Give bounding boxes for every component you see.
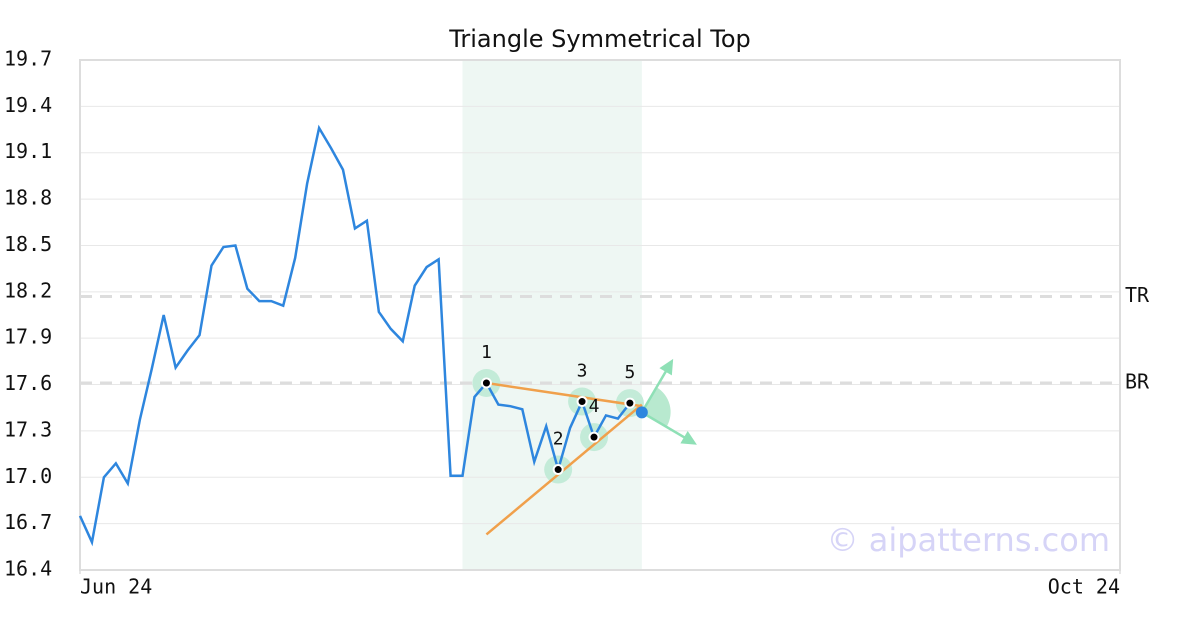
y-tick-label: 19.4 — [4, 93, 52, 117]
y-tick-label: 18.2 — [4, 278, 52, 302]
y-tick-label: 16.4 — [4, 557, 52, 581]
y-tick-label: 19.1 — [4, 139, 52, 163]
pattern-label: 5 — [624, 362, 635, 383]
pattern-label: 4 — [589, 396, 600, 417]
pattern-label: 3 — [577, 361, 588, 382]
trend-line — [485, 403, 643, 536]
y-tick-label: 17.0 — [4, 464, 52, 488]
pattern-point — [552, 464, 564, 476]
pattern-label: 1 — [481, 342, 492, 363]
chart-title: Triangle Symmetrical Top — [448, 25, 751, 53]
breakout-wedge — [641, 387, 671, 427]
highlight-range — [462, 60, 642, 570]
y-tick-label: 18.5 — [4, 232, 52, 256]
y-tick-label: 19.7 — [4, 47, 52, 71]
reference-label: TR — [1125, 283, 1150, 307]
breakout-point — [635, 406, 648, 419]
y-tick-label: 17.6 — [4, 371, 52, 395]
y-tick-label: 18.8 — [4, 186, 52, 210]
y-tick-label: 17.9 — [4, 325, 52, 349]
arrow — [640, 358, 674, 413]
pattern-point — [480, 377, 492, 389]
reference-label: BR — [1125, 370, 1150, 394]
watermark: © aipatterns.com — [827, 521, 1110, 559]
pattern-label: 2 — [553, 429, 564, 450]
pattern-point — [588, 431, 600, 443]
pattern-point — [576, 396, 588, 408]
x-tick-label: Jun 24 — [80, 575, 152, 599]
arrow — [641, 411, 697, 445]
y-tick-label: 17.3 — [4, 417, 52, 441]
trend-line — [486, 381, 643, 408]
y-tick-label: 16.7 — [4, 510, 52, 534]
plot-border — [79, 59, 1121, 571]
price-line — [78, 124, 631, 547]
x-tick-label: Oct 24 — [1048, 575, 1120, 599]
pattern-point — [624, 397, 636, 409]
